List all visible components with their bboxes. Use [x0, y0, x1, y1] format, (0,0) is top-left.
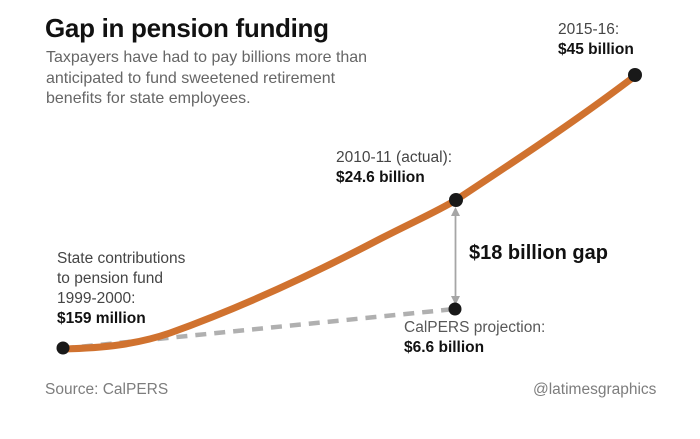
dot-1999-2000: [56, 341, 70, 355]
page-title: Gap in pension funding: [45, 13, 329, 43]
annotation-label: 1999-2000:: [57, 290, 136, 307]
annotation-calpers-projection: CalPERS projection: $6.6 billion: [404, 318, 545, 358]
annotation-value: $6.6 billion: [404, 339, 485, 356]
annotation-label: 2015-16:: [558, 21, 620, 38]
annotation-label: State contributions: [57, 250, 186, 267]
subtitle-line: Taxpayers have had to pay billions more …: [46, 49, 368, 66]
annotation-2015-16: 2015-16: $45 billion: [558, 20, 634, 60]
chart-subtitle: Taxpayers have had to pay billions more …: [46, 48, 431, 110]
actual-contributions-line: [59, 72, 639, 353]
source-credit: Source: CalPERS: [45, 381, 169, 398]
annotation-2010-11-actual: 2010-11 (actual): $24.6 billion: [336, 148, 452, 188]
gap-arrowhead-up: [451, 207, 460, 216]
annotation-label: 2010-11 (actual):: [336, 149, 453, 166]
gap-arrowhead-down: [451, 296, 460, 305]
annotation-1999-2000: State contributions to pension fund 1999…: [57, 249, 185, 329]
annotation-label: CalPERS projection:: [404, 319, 546, 336]
social-handle: @latimesgraphics: [533, 381, 657, 398]
subtitle-line: anticipated to fund sweetened retirement: [46, 69, 336, 87]
subtitle-line: benefits for state employees.: [46, 90, 251, 107]
annotation-value: $45 billion: [558, 41, 634, 58]
annotation-label: to pension fund: [57, 270, 164, 287]
dot-2010-11-actual: [449, 193, 463, 207]
gap-annotation: $18 billion gap: [469, 242, 608, 264]
annotation-value: $159 million: [57, 310, 146, 327]
gap-arrow: [451, 207, 460, 305]
dot-2015-16: [628, 68, 642, 82]
annotation-value: $24.6 billion: [336, 169, 425, 186]
dot-calpers-projection: [448, 302, 462, 316]
